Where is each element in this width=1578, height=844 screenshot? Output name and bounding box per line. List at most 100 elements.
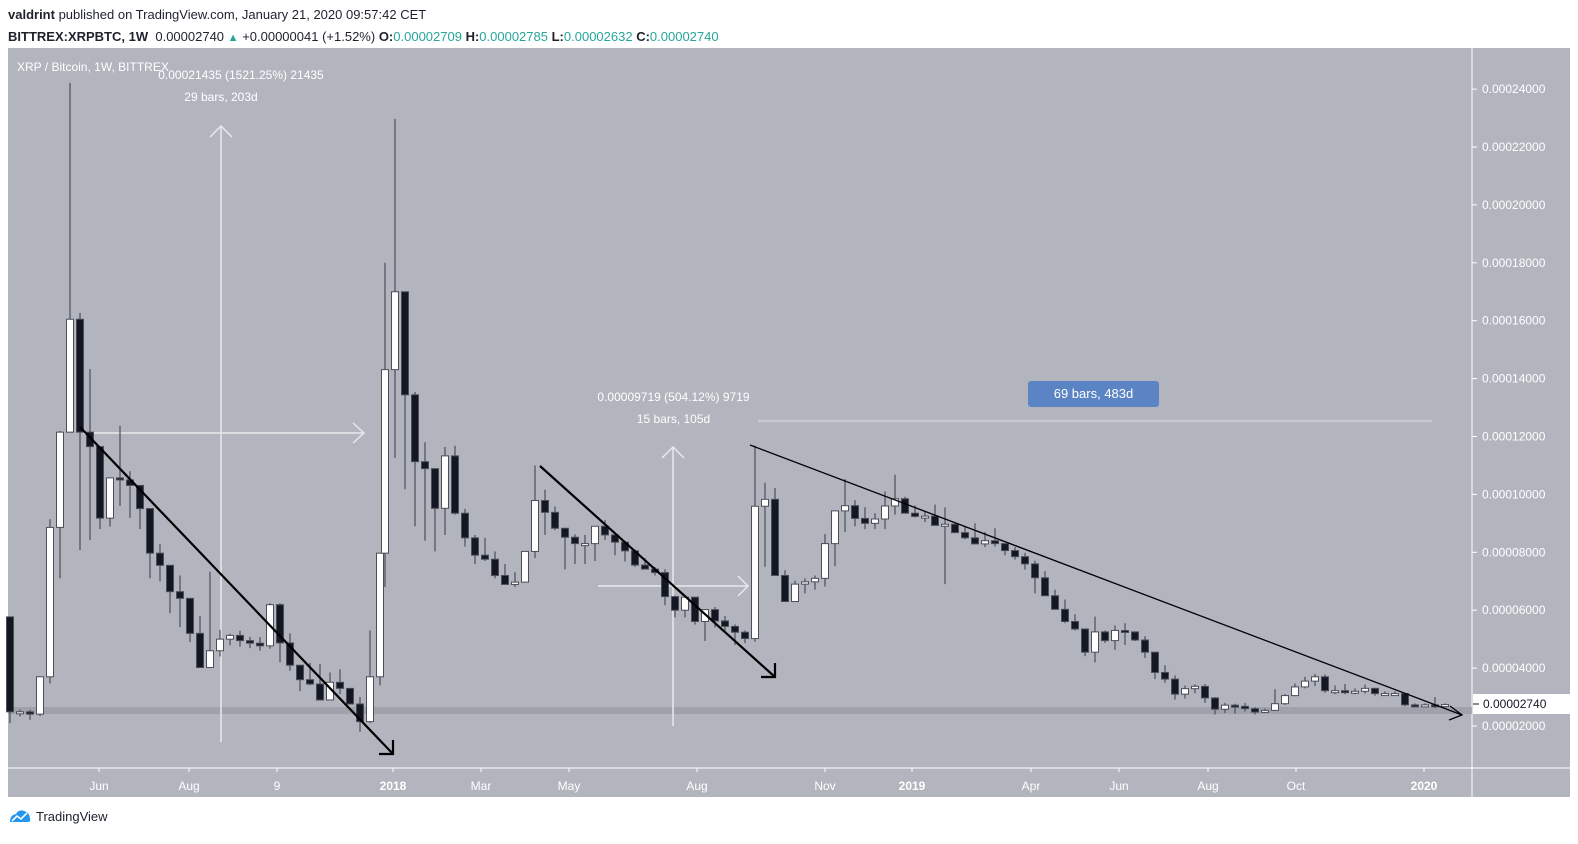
candle[interactable] [1261,708,1269,713]
candle[interactable] [1251,707,1259,715]
candle[interactable] [491,551,499,579]
candle[interactable] [1381,691,1389,697]
candle[interactable] [1331,685,1339,695]
trendline-1[interactable] [79,426,395,756]
candle[interactable] [821,534,829,587]
candle[interactable] [1121,623,1129,645]
candle[interactable] [1441,703,1449,708]
candle[interactable] [1241,702,1249,712]
candle[interactable] [1431,697,1439,709]
candle[interactable] [1091,616,1099,663]
candle[interactable] [461,508,469,547]
candle[interactable] [276,603,284,663]
candle[interactable] [1161,665,1169,683]
candle[interactable] [46,519,54,684]
candle[interactable] [841,479,849,533]
candle[interactable] [16,709,24,717]
candle[interactable] [961,525,969,540]
candle[interactable] [521,550,529,583]
candle[interactable] [391,118,399,458]
candle[interactable] [1041,571,1049,597]
candle[interactable] [296,664,304,692]
candle[interactable] [1071,614,1079,631]
candle[interactable] [591,525,599,561]
candle[interactable] [1001,543,1009,556]
candle[interactable] [531,465,539,559]
candle[interactable] [1391,691,1399,697]
candle[interactable] [551,506,559,531]
candle[interactable] [56,430,64,579]
candle[interactable] [741,630,749,644]
candle[interactable] [451,445,459,515]
candle[interactable] [581,534,589,564]
candle[interactable] [941,507,949,585]
candle[interactable] [1291,683,1299,697]
candle[interactable] [511,572,519,588]
candle[interactable] [236,630,244,647]
candle[interactable] [1421,703,1429,708]
candle[interactable] [106,477,114,527]
trendline-3[interactable] [749,444,1464,721]
candlestick-series[interactable] [6,83,1449,732]
candle[interactable] [26,709,34,720]
candle[interactable] [861,507,869,530]
candle[interactable] [346,687,354,705]
candle[interactable] [501,563,509,585]
candle[interactable] [851,500,859,527]
candle[interactable] [921,511,929,523]
candle[interactable] [1281,694,1289,705]
candle[interactable] [1101,630,1109,643]
candle[interactable] [336,669,344,695]
candle[interactable] [561,527,569,570]
candle[interactable] [1081,628,1089,657]
candle[interactable] [6,616,14,724]
candle[interactable] [286,633,294,671]
candle[interactable] [1011,547,1019,560]
candle[interactable] [781,570,789,603]
price-axis[interactable]: 0.00024000 0.00022000 0.00020000 0.00018000… [1472,82,1546,733]
candle[interactable] [1031,560,1039,594]
candle[interactable] [186,597,194,643]
candle[interactable] [381,262,389,588]
candle[interactable] [356,697,364,732]
candle[interactable] [166,564,174,614]
candle[interactable] [1311,673,1319,687]
candle[interactable] [811,575,819,590]
candle[interactable] [206,571,214,669]
candle[interactable] [216,629,224,657]
candle[interactable] [751,445,759,642]
candle[interactable] [1341,684,1349,695]
candle[interactable] [691,596,699,625]
candle[interactable] [1111,625,1119,650]
candle[interactable] [96,446,104,530]
footer-brand[interactable]: TradingView [8,808,108,824]
candle[interactable] [116,425,124,506]
candle[interactable] [86,369,94,541]
candle[interactable] [1221,702,1229,713]
candle[interactable] [1411,703,1419,708]
candle[interactable] [1351,688,1359,695]
candle[interactable] [891,474,899,515]
candle[interactable] [1131,631,1139,642]
candle[interactable] [66,83,74,433]
candle[interactable] [421,442,429,541]
range-badge[interactable]: 69 bars, 483d [1028,381,1159,407]
candle[interactable] [611,532,619,556]
candle[interactable] [366,630,374,724]
candle[interactable] [1201,684,1209,703]
trendline-2[interactable] [539,465,777,679]
candle[interactable] [881,491,889,530]
candle[interactable] [541,489,549,535]
candle[interactable] [471,534,479,565]
candle[interactable] [1321,674,1329,693]
candle[interactable] [1191,684,1199,694]
candle[interactable] [661,569,669,606]
candle[interactable] [791,580,799,603]
candle[interactable] [671,595,679,618]
candle[interactable] [146,508,154,579]
candle[interactable] [1271,689,1279,711]
candle[interactable] [1141,636,1149,658]
chart-panel[interactable] [8,48,1570,797]
candle[interactable] [1171,675,1179,700]
